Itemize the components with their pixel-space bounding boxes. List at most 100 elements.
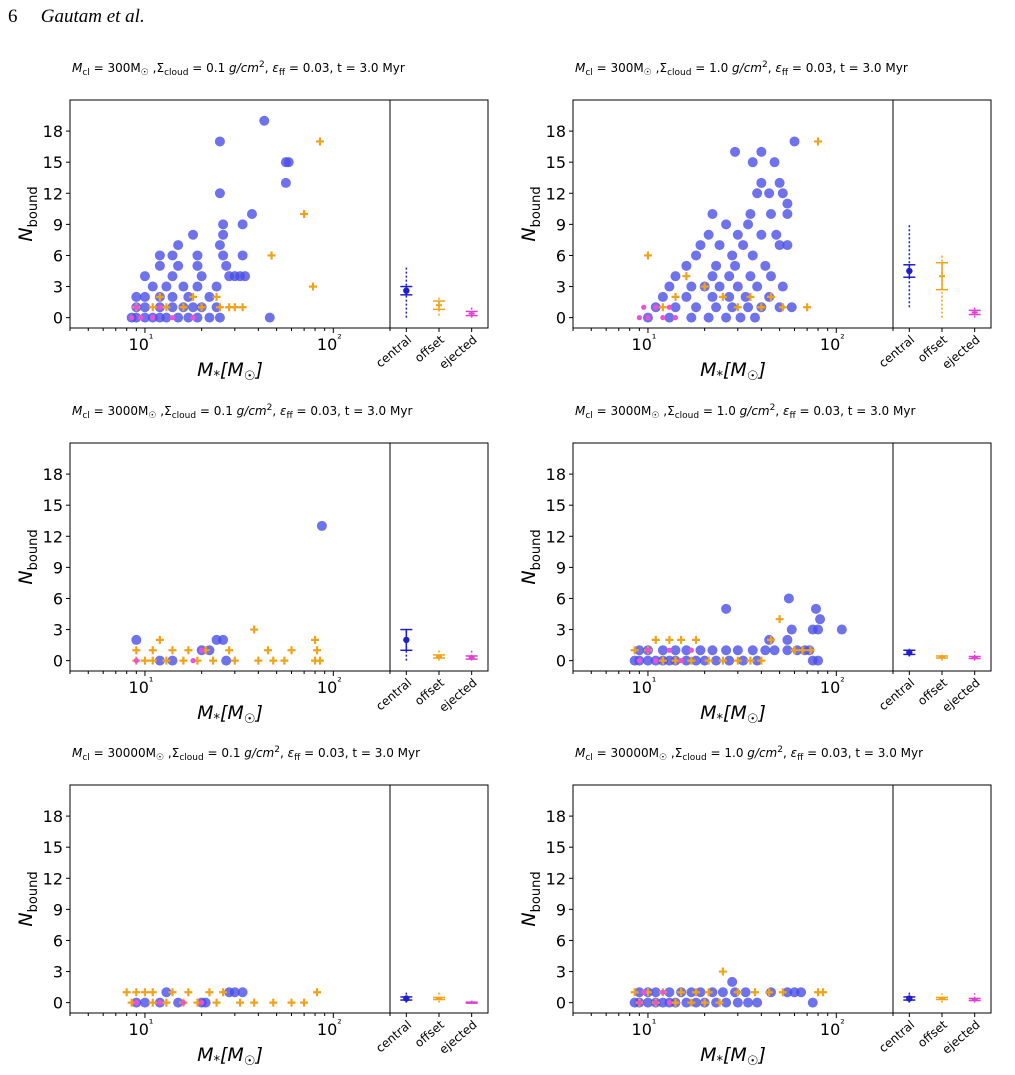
data-point xyxy=(692,635,701,644)
data-point xyxy=(778,303,787,312)
category-label: central xyxy=(876,676,917,714)
data-point xyxy=(190,315,196,321)
data-point xyxy=(700,998,709,1007)
data-point xyxy=(660,315,666,321)
data-point xyxy=(155,635,164,644)
data-point xyxy=(192,312,203,323)
data-point xyxy=(798,646,807,655)
data-point xyxy=(269,998,278,1007)
data-point xyxy=(287,998,296,1007)
y-tick-label: 12 xyxy=(546,527,566,546)
data-point xyxy=(782,198,793,209)
mean-marker xyxy=(403,995,410,1002)
data-point xyxy=(732,229,743,240)
data-point xyxy=(749,312,760,323)
data-point xyxy=(695,987,706,998)
data-point xyxy=(730,146,741,157)
y-tick-label: 0 xyxy=(556,652,566,671)
data-point xyxy=(746,292,755,301)
data-point xyxy=(188,302,199,313)
data-point xyxy=(162,656,171,665)
running-head: Gautam et al. xyxy=(40,6,145,27)
data-point xyxy=(664,281,675,292)
y-tick-label: 6 xyxy=(556,589,566,608)
data-point xyxy=(756,146,767,157)
data-point xyxy=(138,315,144,321)
data-point xyxy=(148,646,157,655)
data-point xyxy=(204,291,215,302)
data-point xyxy=(750,988,759,997)
data-point xyxy=(711,260,722,271)
data-point xyxy=(183,291,194,302)
x-axis-label: M*[M☉] xyxy=(197,1044,263,1069)
data-point xyxy=(316,656,325,665)
y-tick-label: 15 xyxy=(43,496,63,515)
page-header: 6 Gautam et al. xyxy=(8,6,145,28)
data-point xyxy=(782,645,793,656)
data-point xyxy=(280,177,291,188)
data-point xyxy=(721,312,732,323)
data-point xyxy=(140,656,149,665)
main-axes-frame xyxy=(69,784,391,1014)
y-tick-label: 9 xyxy=(53,900,63,919)
data-point xyxy=(645,647,651,653)
data-point xyxy=(747,645,758,656)
data-point xyxy=(642,655,653,666)
data-point xyxy=(148,303,157,312)
data-point xyxy=(132,646,141,655)
data-point xyxy=(641,989,647,995)
data-point xyxy=(790,646,799,655)
y-tick-label: 0 xyxy=(556,994,566,1013)
data-point xyxy=(634,987,645,998)
data-point xyxy=(803,303,812,312)
data-point xyxy=(806,646,815,655)
data-point xyxy=(724,291,735,302)
y-tick-label: 0 xyxy=(53,652,63,671)
summary-axes-frame xyxy=(389,784,489,1014)
data-point xyxy=(714,240,725,251)
y-tick-label: 0 xyxy=(53,994,63,1013)
data-point xyxy=(133,304,139,310)
data-point xyxy=(764,188,775,199)
data-point xyxy=(747,157,758,168)
mean-marker xyxy=(403,636,410,644)
x-tick-label: 10¹ xyxy=(632,1017,657,1039)
data-point xyxy=(168,646,177,655)
data-point xyxy=(162,303,171,312)
data-point xyxy=(777,188,788,199)
data-point xyxy=(757,303,766,312)
y-axis-label: Nbound xyxy=(15,871,41,926)
y-tick-label: 3 xyxy=(556,963,566,982)
data-point xyxy=(743,302,754,313)
data-point xyxy=(711,302,722,313)
data-point xyxy=(664,987,675,998)
y-tick-label: 12 xyxy=(43,184,63,203)
data-point xyxy=(814,137,823,146)
data-point xyxy=(139,291,150,302)
data-point xyxy=(139,312,150,323)
data-point xyxy=(777,281,788,292)
data-point xyxy=(746,656,755,665)
data-point xyxy=(630,988,639,997)
data-point xyxy=(681,260,692,271)
data-point xyxy=(766,292,775,301)
data-point xyxy=(707,209,718,219)
data-point xyxy=(774,177,785,188)
data-point xyxy=(267,251,276,260)
data-point xyxy=(653,658,659,664)
data-point xyxy=(733,303,742,312)
data-point xyxy=(237,250,248,261)
data-point xyxy=(133,1000,139,1006)
summary-axes-frame xyxy=(389,99,489,329)
data-point xyxy=(721,645,732,656)
data-point xyxy=(691,997,702,1008)
data-point xyxy=(180,1000,186,1006)
data-point xyxy=(813,655,824,666)
panel-title: Mcl = 300M☉ ,Σcloud = 0.1 g/cm2, εff = 0… xyxy=(72,60,405,78)
category-label: ejected xyxy=(940,1018,983,1057)
data-point xyxy=(246,209,257,219)
category-label: central xyxy=(373,676,414,714)
data-point xyxy=(657,291,668,302)
data-point xyxy=(660,989,666,995)
data-point xyxy=(657,645,668,656)
